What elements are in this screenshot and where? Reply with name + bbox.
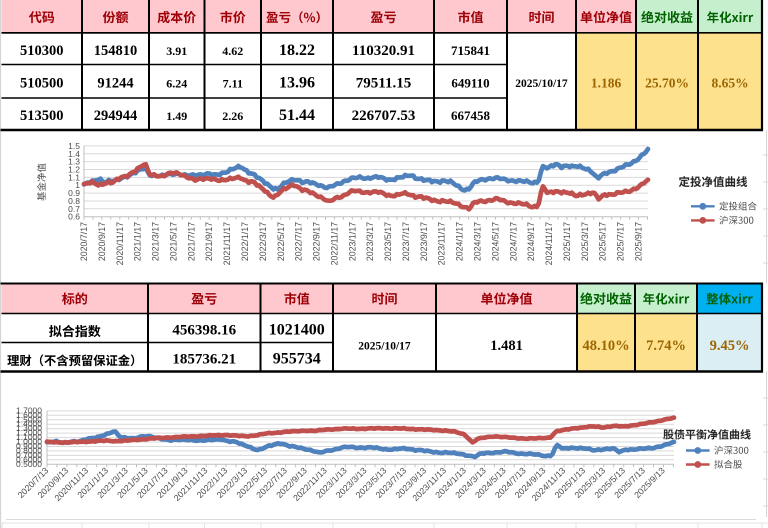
svg-text:1.49: 1.49 xyxy=(166,109,187,123)
svg-text:2021/7/17: 2021/7/17 xyxy=(186,222,196,261)
svg-text:2023/9/17: 2023/9/17 xyxy=(419,222,429,261)
svg-text:79511.15: 79511.15 xyxy=(356,76,411,92)
svg-text:2023/5/17: 2023/5/17 xyxy=(383,222,393,261)
svg-text:2025/3/17: 2025/3/17 xyxy=(580,222,590,261)
svg-text:2025/1/17: 2025/1/17 xyxy=(562,222,572,261)
svg-text:513500: 513500 xyxy=(20,108,64,124)
svg-text:2022/1/17: 2022/1/17 xyxy=(240,222,250,261)
svg-text:0.7000: 0.7000 xyxy=(16,450,42,460)
svg-text:48.10%: 48.10% xyxy=(582,338,629,354)
svg-text:8.65%: 8.65% xyxy=(711,76,748,91)
svg-text:9.45%: 9.45% xyxy=(710,338,750,354)
svg-text:2021/5/17: 2021/5/17 xyxy=(168,222,178,261)
svg-text:51.44: 51.44 xyxy=(279,107,315,124)
svg-text:2025/10/17: 2025/10/17 xyxy=(358,341,411,353)
svg-text:2022/3/17: 2022/3/17 xyxy=(258,222,268,261)
svg-text:2021/1/17: 2021/1/17 xyxy=(133,222,143,261)
svg-text:185736.21: 185736.21 xyxy=(172,352,236,368)
svg-text:1.0000: 1.0000 xyxy=(16,437,42,447)
svg-text:2022/11/17: 2022/11/17 xyxy=(329,222,339,265)
svg-text:1.4000: 1.4000 xyxy=(16,419,42,429)
svg-text:7.74%: 7.74% xyxy=(646,338,686,354)
svg-text:2021/11/17: 2021/11/17 xyxy=(222,222,232,265)
svg-text:510500: 510500 xyxy=(20,76,64,92)
svg-text:2023/7/17: 2023/7/17 xyxy=(401,222,411,261)
svg-text:2020/9/17: 2020/9/17 xyxy=(97,222,107,261)
svg-text:1.186: 1.186 xyxy=(591,76,622,91)
svg-text:2024/11/17: 2024/11/17 xyxy=(544,222,554,265)
svg-text:0.7: 0.7 xyxy=(68,204,80,214)
svg-text:0.6: 0.6 xyxy=(68,212,80,222)
svg-text:1.2000: 1.2000 xyxy=(16,428,42,438)
svg-text:1021400: 1021400 xyxy=(269,322,325,339)
svg-text:6.24: 6.24 xyxy=(166,77,187,91)
svg-text:2021/3/17: 2021/3/17 xyxy=(151,222,161,261)
svg-text:1.1000: 1.1000 xyxy=(16,432,42,442)
svg-text:1.481: 1.481 xyxy=(490,338,523,354)
svg-text:1.1: 1.1 xyxy=(68,172,80,182)
svg-text:2023/1/17: 2023/1/17 xyxy=(347,222,357,261)
svg-text:1.6000: 1.6000 xyxy=(16,410,42,420)
svg-text:1.5: 1.5 xyxy=(68,141,80,151)
svg-text:2024/5/17: 2024/5/17 xyxy=(490,222,500,261)
svg-text:2.26: 2.26 xyxy=(222,109,243,123)
svg-text:715841: 715841 xyxy=(451,43,490,58)
svg-text:456398.16: 456398.16 xyxy=(172,323,236,339)
svg-text:3.91: 3.91 xyxy=(166,44,187,58)
svg-text:2020/11/17: 2020/11/17 xyxy=(115,222,125,265)
svg-text:2021/9/17: 2021/9/17 xyxy=(204,222,214,261)
svg-text:1.7000: 1.7000 xyxy=(16,405,42,415)
svg-text:25.70%: 25.70% xyxy=(645,76,689,91)
svg-text:294944: 294944 xyxy=(94,108,138,124)
svg-text:2024/9/17: 2024/9/17 xyxy=(526,222,536,261)
svg-text:649110: 649110 xyxy=(451,76,489,91)
svg-text:1.3: 1.3 xyxy=(68,157,80,167)
svg-text:2022/9/17: 2022/9/17 xyxy=(312,222,322,261)
svg-text:2025/5/17: 2025/5/17 xyxy=(598,222,608,261)
svg-text:110320.91: 110320.91 xyxy=(352,43,415,59)
svg-text:1.5000: 1.5000 xyxy=(16,414,42,424)
svg-text:2025/10/17: 2025/10/17 xyxy=(515,78,568,90)
svg-text:2022/5/17: 2022/5/17 xyxy=(276,222,286,261)
svg-text:2025/9/17: 2025/9/17 xyxy=(634,222,644,261)
svg-text:1.3000: 1.3000 xyxy=(16,423,42,433)
svg-text:1.4: 1.4 xyxy=(68,149,80,159)
svg-text:0.6000: 0.6000 xyxy=(16,454,42,464)
svg-text:4.62: 4.62 xyxy=(222,44,243,58)
svg-text:18.22: 18.22 xyxy=(279,42,315,59)
svg-text:2025/7/17: 2025/7/17 xyxy=(616,222,626,261)
svg-text:2023/3/17: 2023/3/17 xyxy=(365,222,375,261)
svg-text:0.8: 0.8 xyxy=(68,196,80,206)
svg-text:2022/7/17: 2022/7/17 xyxy=(294,222,304,261)
svg-text:2024/7/17: 2024/7/17 xyxy=(508,222,518,261)
svg-text:2023/11/17: 2023/11/17 xyxy=(437,222,447,265)
svg-text:955734: 955734 xyxy=(273,351,321,368)
svg-text:1.2: 1.2 xyxy=(68,165,80,175)
svg-text:0.9: 0.9 xyxy=(68,188,80,198)
svg-text:667458: 667458 xyxy=(451,108,491,123)
svg-text:13.96: 13.96 xyxy=(279,75,315,92)
svg-text:0.9000: 0.9000 xyxy=(16,441,42,451)
svg-text:510300: 510300 xyxy=(20,43,64,59)
svg-text:7.11: 7.11 xyxy=(223,77,243,91)
svg-text:91244: 91244 xyxy=(97,76,133,92)
svg-text:0.8000: 0.8000 xyxy=(16,445,42,455)
svg-text:226707.53: 226707.53 xyxy=(352,108,416,124)
svg-text:154810: 154810 xyxy=(94,43,138,59)
svg-text:1: 1 xyxy=(75,180,80,190)
svg-text:0.5000: 0.5000 xyxy=(16,459,42,469)
svg-text:2024/1/17: 2024/1/17 xyxy=(455,222,465,261)
svg-text:2024/3/17: 2024/3/17 xyxy=(473,222,483,261)
svg-text:2020/7/17: 2020/7/17 xyxy=(79,222,89,261)
